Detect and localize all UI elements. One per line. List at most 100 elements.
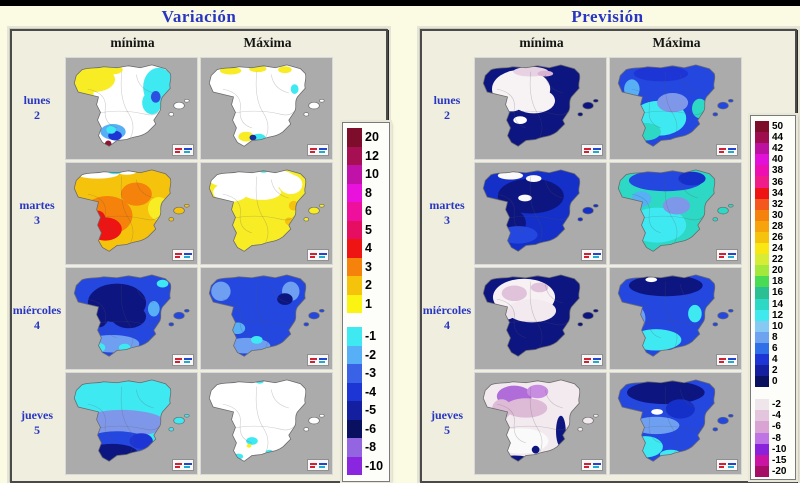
legend-color-swatch xyxy=(755,243,769,255)
aemet-logo xyxy=(581,144,603,156)
legend-value-label: 4 xyxy=(772,354,778,366)
legend-entry: 8 xyxy=(347,183,387,202)
legend-color-swatch xyxy=(755,331,769,343)
legend-entry: -2 xyxy=(347,345,387,364)
legend-color-swatch xyxy=(755,454,769,466)
legend-value-label: -5 xyxy=(365,403,377,418)
legend-value-label: 28 xyxy=(772,220,784,232)
legend-entry: 2 xyxy=(755,365,793,377)
day-name: martes xyxy=(19,198,55,212)
legend-value-label: -2 xyxy=(772,399,781,411)
spain-map xyxy=(208,64,325,147)
aemet-logo xyxy=(172,144,194,156)
legend-value-label: 50 xyxy=(772,121,784,133)
legend-value-label: 42 xyxy=(772,143,784,155)
legend-gap xyxy=(755,387,793,399)
legend-entry: 36 xyxy=(755,176,793,188)
legend-value-label: 6 xyxy=(772,342,778,354)
day-name: jueves xyxy=(431,408,463,422)
map-prevision-jueves-maxima xyxy=(609,372,742,475)
legend-value-label: -15 xyxy=(772,454,787,466)
aemet-logo xyxy=(581,249,603,261)
legend-color-swatch xyxy=(755,342,769,354)
aemet-logo xyxy=(172,354,194,366)
legend-value-label: 4 xyxy=(365,241,372,256)
aemet-logo xyxy=(581,459,603,471)
legend-entry: 38 xyxy=(755,165,793,177)
spain-map xyxy=(482,274,599,357)
legend-value-label: -8 xyxy=(772,432,781,444)
aemet-logo xyxy=(172,249,194,261)
legend-value-label: 36 xyxy=(772,176,784,188)
legend-entry: -1 xyxy=(347,327,387,346)
legend-value-label: -8 xyxy=(365,440,377,455)
legend-color-swatch xyxy=(347,438,362,457)
legend-value-label: 2 xyxy=(772,365,778,377)
day-label-lunes: lunes 2 xyxy=(9,93,65,123)
legend-color-swatch xyxy=(755,165,769,177)
legend-entry: -3 xyxy=(347,364,387,383)
legend-value-label: 16 xyxy=(772,287,784,299)
day-date: 4 xyxy=(444,318,450,332)
day-label-jueves: jueves 5 xyxy=(9,408,65,438)
aemet-logo xyxy=(716,354,738,366)
map-variacion-jueves-maxima xyxy=(200,372,333,475)
spain-map xyxy=(73,274,190,357)
panel-title-variacion: Variación xyxy=(161,7,237,26)
column-header-variacion-maxima: Máxima xyxy=(243,35,292,50)
legend-color-swatch xyxy=(347,456,362,475)
day-date: 2 xyxy=(444,108,450,122)
day-name: miércoles xyxy=(12,303,62,317)
legend-value-label: 2 xyxy=(365,278,372,293)
legend-value-label: 0 xyxy=(772,376,778,388)
legend-value-label: -10 xyxy=(772,443,787,455)
legend-color-swatch xyxy=(755,410,769,422)
legend-color-swatch xyxy=(347,327,362,346)
spain-map xyxy=(617,379,734,462)
legend-value-label: 10 xyxy=(365,167,379,182)
legend-color-swatch xyxy=(755,187,769,199)
spain-map xyxy=(73,64,190,147)
legend-value-label: 12 xyxy=(365,148,379,163)
temperature-scale-variacion: 20 12 10 8 6 5 4 3 2 1 -1 -2 -3 -4 -5 -6 -8 -10 xyxy=(342,122,390,482)
legend-entry: 5 xyxy=(347,220,387,239)
legend-entry: -4 xyxy=(755,410,793,422)
legend-entry: 34 xyxy=(755,187,793,199)
legend-value-label: -20 xyxy=(772,465,787,477)
map-variacion-miercoles-minima xyxy=(65,267,198,370)
day-label-jueves: jueves 5 xyxy=(419,408,475,438)
legend-entry: 44 xyxy=(755,132,793,144)
legend-value-label: -10 xyxy=(365,458,384,473)
legend-value-label: 34 xyxy=(772,187,784,199)
legend-entry: 6 xyxy=(755,342,793,354)
legend-value-label: 10 xyxy=(772,320,784,332)
legend-value-label: -1 xyxy=(365,329,377,344)
legend-entry: 10 xyxy=(755,320,793,332)
map-prevision-martes-minima xyxy=(474,162,607,265)
legend-value-label: 6 xyxy=(365,204,372,219)
spain-map xyxy=(617,274,734,357)
legend-color-swatch xyxy=(347,128,362,147)
legend-color-swatch xyxy=(755,320,769,332)
legend-color-swatch xyxy=(755,143,769,155)
legend-entry: 22 xyxy=(755,254,793,266)
legend-entry: 4 xyxy=(347,239,387,258)
legend-color-swatch xyxy=(755,198,769,210)
legend-entry: -5 xyxy=(347,401,387,420)
legend-value-label: 30 xyxy=(772,209,784,221)
aemet-logo xyxy=(307,459,329,471)
day-date: 2 xyxy=(34,108,40,122)
legend-color-swatch xyxy=(347,165,362,184)
day-date: 5 xyxy=(444,423,450,437)
spain-map xyxy=(482,379,599,462)
legend-color-swatch xyxy=(755,220,769,232)
legend-entry: 40 xyxy=(755,154,793,166)
legend-value-label: -4 xyxy=(772,410,781,422)
map-prevision-lunes-maxima xyxy=(609,57,742,160)
legend-color-swatch xyxy=(347,257,362,276)
legend-entry: 14 xyxy=(755,298,793,310)
map-variacion-miercoles-maxima xyxy=(200,267,333,370)
legend-color-swatch xyxy=(755,265,769,277)
legend-color-swatch xyxy=(755,443,769,455)
day-label-lunes: lunes 2 xyxy=(419,93,475,123)
